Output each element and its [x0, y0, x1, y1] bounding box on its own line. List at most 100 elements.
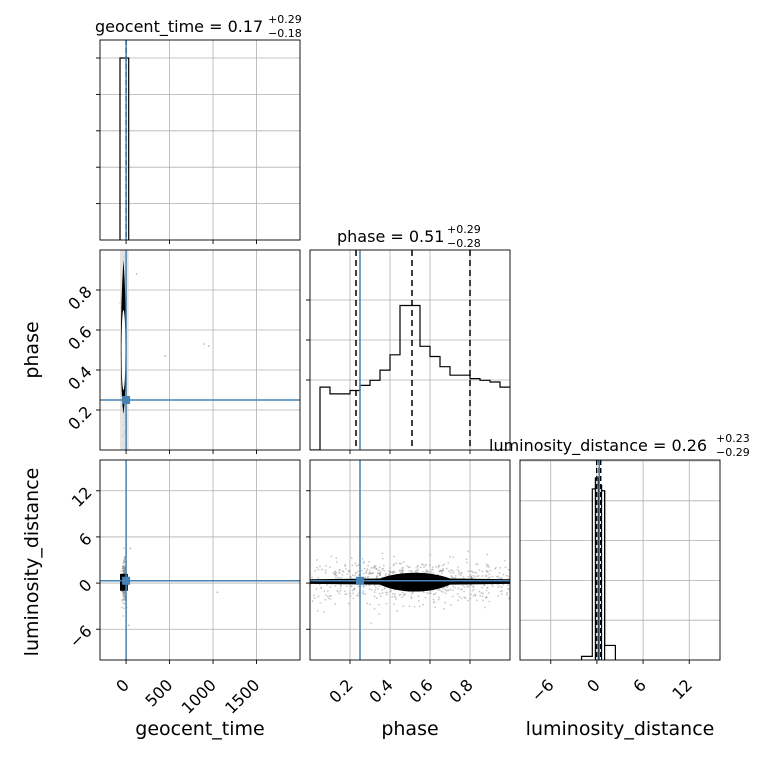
- sample-point: [301, 557, 303, 559]
- sample-point: [121, 599, 124, 602]
- sample-point: [329, 594, 332, 597]
- sample-point: [501, 589, 504, 592]
- sample-point: [376, 588, 379, 590]
- sample-point: [451, 595, 454, 598]
- sample-point: [273, 568, 275, 570]
- sample-point: [335, 574, 338, 577]
- sample-point: [373, 607, 376, 610]
- sample-point: [218, 599, 220, 601]
- sample-point: [370, 572, 373, 575]
- sample-point: [351, 564, 354, 567]
- sample-point: [374, 589, 377, 591]
- sample-point: [375, 597, 378, 600]
- sample-point: [440, 569, 443, 572]
- sample-point: [429, 570, 432, 573]
- sample-point: [424, 564, 427, 566]
- sample-point: [122, 455, 124, 457]
- luminosity-distance-title-minus: −0.29: [716, 446, 750, 459]
- sample-point: [383, 569, 386, 572]
- sample-point: [320, 586, 323, 589]
- sample-point: [340, 585, 342, 587]
- sample-point: [402, 605, 405, 608]
- sample-point: [432, 572, 435, 574]
- phase_vs_geocent_time-plot-area: [100, 250, 300, 457]
- sample-point: [323, 611, 326, 613]
- sample-point: [482, 592, 484, 595]
- sample-point: [452, 589, 454, 592]
- sample-point: [419, 566, 422, 569]
- sample-point: [281, 568, 283, 570]
- truth-marker: [356, 576, 364, 585]
- sample-point: [423, 566, 425, 569]
- sample-point: [303, 569, 305, 571]
- sample-point: [534, 569, 536, 571]
- sample-point: [378, 572, 380, 575]
- sample-point: [368, 573, 370, 576]
- sample-point: [389, 570, 392, 573]
- sample-point: [338, 569, 341, 572]
- phase-title-plus: +0.29: [447, 223, 481, 236]
- sample-point: [450, 575, 453, 577]
- sample-point: [527, 585, 529, 587]
- y-tick-label: 0.6: [64, 322, 95, 353]
- sample-point: [433, 600, 436, 603]
- sample-point: [525, 589, 527, 591]
- sample-point: [506, 591, 509, 594]
- sample-point: [498, 571, 501, 574]
- sample-point: [543, 577, 545, 579]
- sample-point: [392, 564, 395, 567]
- sample-point: [357, 574, 360, 576]
- sample-point: [315, 558, 318, 561]
- sample-point: [295, 569, 297, 571]
- sample-point: [392, 571, 394, 573]
- sample-point: [259, 586, 261, 588]
- sample-point: [378, 603, 380, 606]
- sample-point: [622, 572, 624, 574]
- sample-point: [363, 567, 366, 570]
- sample-point: [413, 605, 416, 608]
- sample-point: [320, 587, 323, 590]
- sample-point: [280, 596, 282, 598]
- x-axis-label-luminosity-distance: luminosity_distance: [526, 718, 715, 740]
- sample-point: [467, 575, 470, 578]
- sample-point: [207, 577, 209, 579]
- x-tick-label: 0: [583, 675, 604, 696]
- sample-point: [404, 592, 407, 595]
- sample-point: [122, 615, 125, 617]
- sample-point: [334, 573, 337, 576]
- sample-point: [369, 572, 372, 575]
- sample-point: [479, 594, 482, 597]
- sample-point: [522, 592, 524, 594]
- sample-point: [466, 586, 469, 588]
- sample-point: [381, 592, 384, 594]
- sample-point: [379, 573, 382, 575]
- sample-point: [480, 592, 483, 594]
- sample-point: [451, 569, 454, 572]
- sample-point: [422, 570, 424, 573]
- sample-point: [398, 593, 401, 596]
- sample-point: [303, 576, 305, 578]
- sample-point: [530, 589, 532, 591]
- x-tick-label: 12: [668, 675, 696, 703]
- sample-point: [488, 600, 491, 603]
- sample-point: [515, 576, 517, 578]
- sample-point: [353, 587, 356, 590]
- sample-point: [123, 595, 126, 598]
- sample-point: [474, 594, 477, 597]
- x-tick-label: 6: [629, 675, 650, 696]
- sample-point: [123, 603, 126, 605]
- sample-point: [500, 586, 503, 589]
- sample-point: [360, 569, 363, 572]
- sample-point: [422, 591, 425, 594]
- sample-point: [481, 570, 484, 573]
- sample-point: [263, 587, 265, 589]
- sample-point: [524, 581, 526, 583]
- sample-point: [369, 603, 371, 606]
- sample-point: [305, 600, 307, 602]
- sample-point: [445, 589, 448, 592]
- sample-point: [431, 566, 434, 569]
- sample-point: [342, 570, 345, 573]
- sample-point: [481, 595, 484, 598]
- sample-point: [483, 606, 486, 609]
- sample-point: [470, 576, 473, 578]
